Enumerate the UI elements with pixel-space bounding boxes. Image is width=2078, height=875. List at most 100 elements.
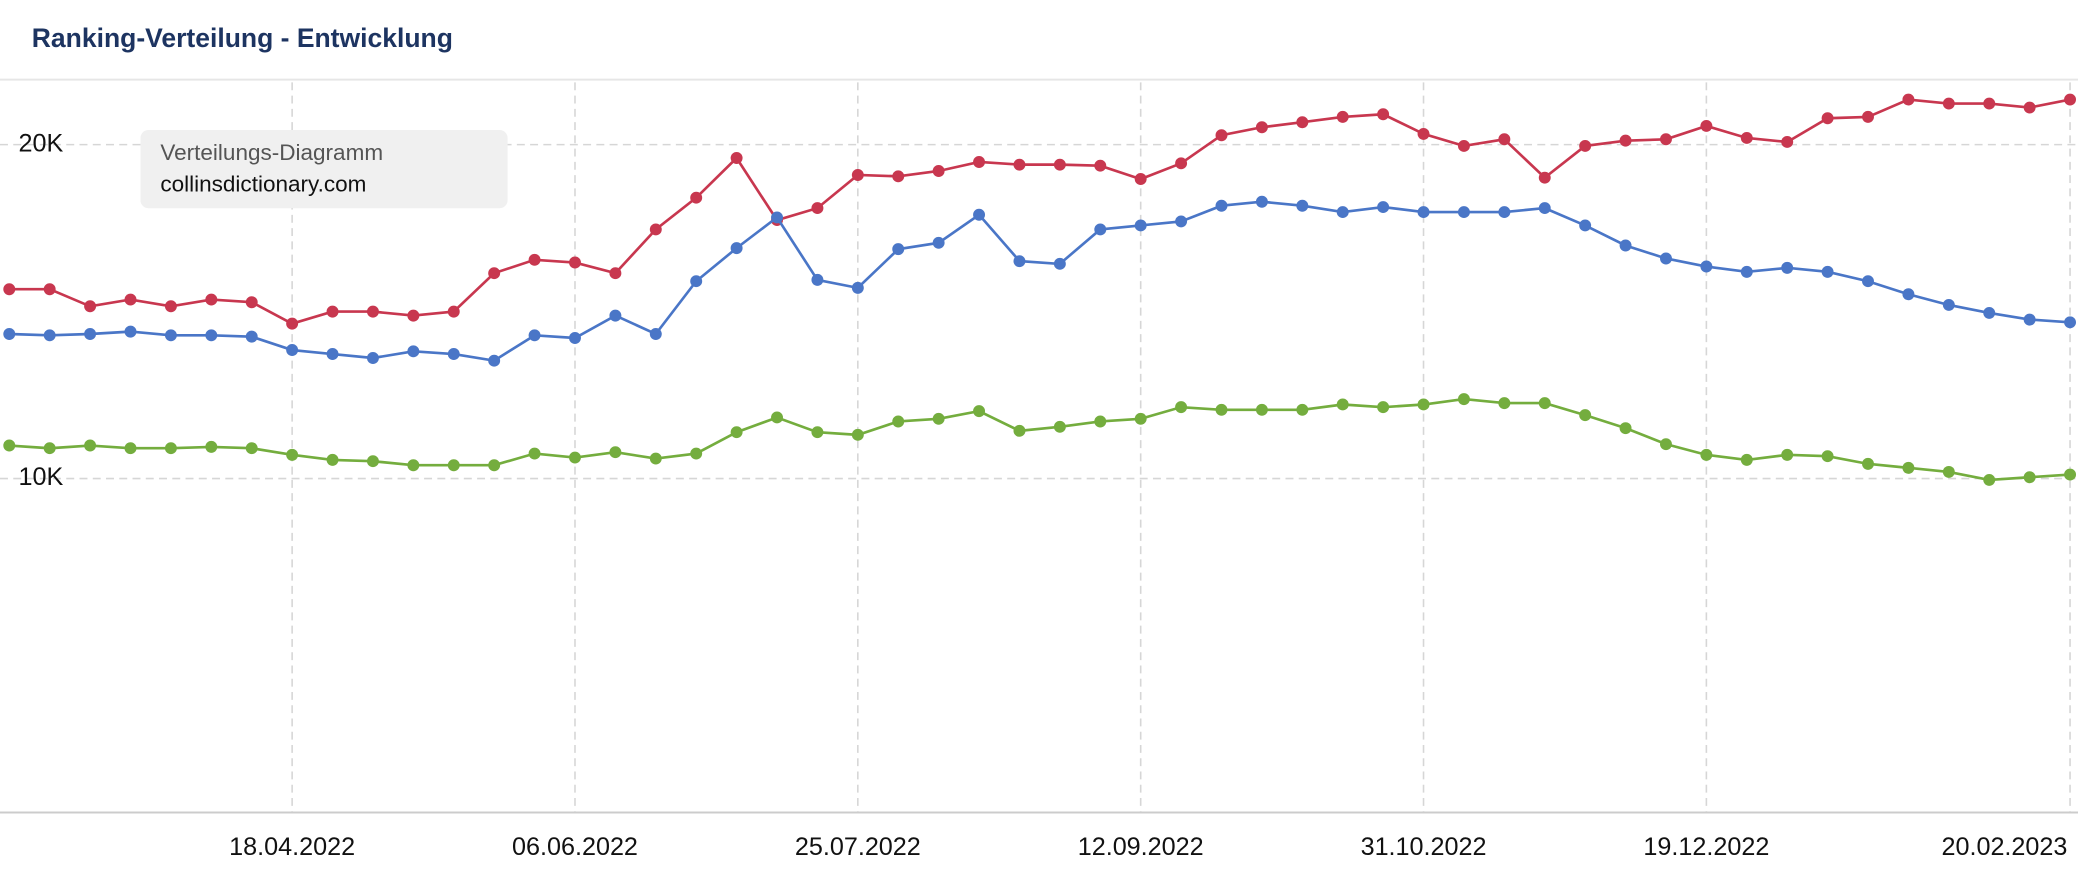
data-point xyxy=(811,202,824,215)
data-point xyxy=(1983,97,1996,110)
data-point xyxy=(1498,206,1511,219)
data-point xyxy=(1862,457,1874,470)
data-point xyxy=(1053,158,1066,171)
data-point xyxy=(1619,134,1632,147)
data-point xyxy=(84,328,97,340)
data-point xyxy=(730,242,743,255)
data-point xyxy=(649,223,662,236)
data-point xyxy=(1053,257,1066,270)
data-point xyxy=(1215,129,1228,142)
series-line xyxy=(9,200,2071,363)
data-point xyxy=(1781,135,1794,148)
data-point xyxy=(1377,201,1390,214)
data-point xyxy=(1134,219,1147,232)
data-point xyxy=(1821,112,1834,125)
data-point xyxy=(407,459,420,472)
data-point xyxy=(205,329,218,342)
data-point xyxy=(447,348,460,360)
tooltip-title: Verteilungs-Diagramm xyxy=(160,140,383,165)
data-point xyxy=(892,170,905,183)
data-point xyxy=(245,330,258,343)
data-point xyxy=(2023,101,2036,114)
data-point xyxy=(1740,131,1753,144)
data-point xyxy=(1457,206,1470,219)
data-point xyxy=(1781,261,1794,274)
data-point xyxy=(1740,453,1753,466)
data-point xyxy=(43,283,56,296)
data-point xyxy=(1296,199,1309,212)
data-point xyxy=(1457,139,1470,152)
data-point xyxy=(1821,265,1834,278)
data-point xyxy=(730,152,743,164)
data-point xyxy=(851,428,864,441)
data-point xyxy=(1296,403,1309,416)
data-point xyxy=(1579,219,1592,232)
data-point xyxy=(649,452,662,465)
data-point xyxy=(124,442,137,455)
data-point xyxy=(1821,450,1834,463)
data-point xyxy=(1538,397,1551,410)
data-point xyxy=(1781,448,1794,461)
data-point xyxy=(447,305,460,318)
data-point xyxy=(1013,424,1026,437)
data-point xyxy=(1700,119,1713,132)
data-point xyxy=(2064,316,2077,329)
data-point xyxy=(1336,398,1349,411)
y-tick-label: 20K xyxy=(19,129,64,157)
data-point xyxy=(851,281,864,294)
data-point xyxy=(528,329,541,342)
data-point xyxy=(1336,110,1349,123)
data-point xyxy=(649,328,662,340)
data-point xyxy=(1094,415,1107,428)
data-point xyxy=(1255,403,1268,416)
data-point xyxy=(1094,223,1107,236)
series-line xyxy=(9,98,2071,326)
data-point xyxy=(286,344,299,356)
data-point xyxy=(1417,127,1430,140)
data-point xyxy=(407,345,420,358)
data-point xyxy=(932,236,945,249)
data-point xyxy=(569,332,581,344)
data-point xyxy=(609,267,622,280)
data-point xyxy=(488,459,501,472)
data-point xyxy=(1175,401,1188,414)
data-point xyxy=(407,309,420,322)
data-point xyxy=(43,442,56,455)
data-point xyxy=(1700,260,1713,273)
data-point xyxy=(892,243,905,256)
data-point xyxy=(1862,110,1874,123)
x-tick-label: 25.07.2022 xyxy=(795,833,921,861)
data-point xyxy=(3,328,16,340)
data-point xyxy=(1862,275,1874,288)
data-point xyxy=(326,305,339,318)
data-point xyxy=(1579,139,1592,152)
data-point xyxy=(326,348,339,360)
data-point xyxy=(528,253,541,266)
data-point xyxy=(164,442,177,455)
data-point xyxy=(771,411,783,424)
data-point xyxy=(1215,403,1228,416)
data-point xyxy=(2064,93,2077,106)
tooltip-domain: collinsdictionary.com xyxy=(160,172,366,197)
data-point xyxy=(932,165,945,177)
data-point xyxy=(2023,471,2036,484)
data-point xyxy=(1417,206,1430,219)
x-tick-label: 31.10.2022 xyxy=(1361,833,1487,861)
data-point xyxy=(2023,313,2036,326)
data-point xyxy=(1296,116,1309,129)
data-point xyxy=(1336,206,1349,219)
data-point xyxy=(932,412,945,425)
data-point xyxy=(1215,199,1228,212)
data-point xyxy=(1660,252,1672,265)
data-point xyxy=(1983,306,1996,319)
data-point xyxy=(973,405,986,418)
data-point xyxy=(973,208,986,221)
data-point xyxy=(1134,173,1147,185)
data-point xyxy=(1902,93,1915,106)
data-point xyxy=(1013,158,1026,171)
data-point xyxy=(1902,461,1915,474)
data-point xyxy=(1660,133,1672,146)
x-tick-label: 12.09.2022 xyxy=(1078,833,1204,861)
